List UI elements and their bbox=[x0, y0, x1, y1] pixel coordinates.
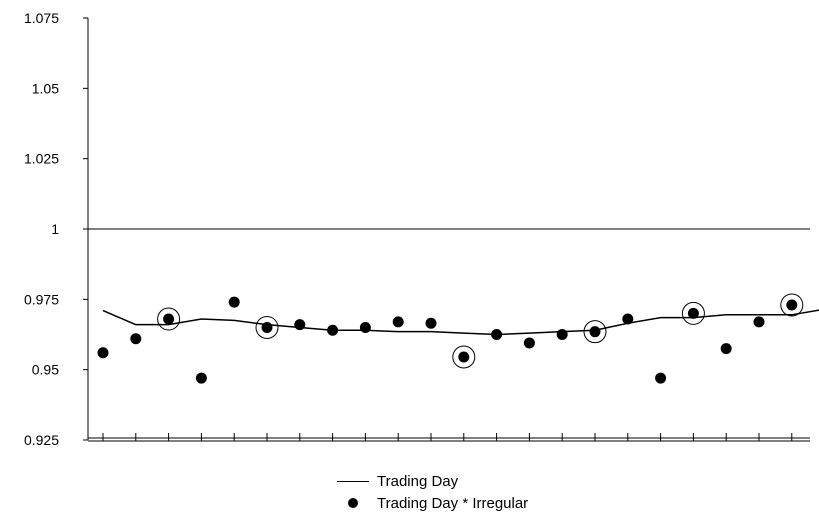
y-tick-label: 1.05 bbox=[32, 80, 59, 96]
trading-day-line bbox=[102, 309, 819, 336]
trading-day-series bbox=[102, 309, 819, 336]
data-point bbox=[622, 313, 634, 325]
data-point bbox=[294, 319, 306, 331]
data-point bbox=[556, 329, 568, 340]
data-point bbox=[392, 316, 404, 328]
data-point bbox=[261, 321, 273, 333]
data-point bbox=[425, 317, 437, 329]
y-tick-label: 0.975 bbox=[24, 291, 59, 307]
outlier-circle bbox=[452, 345, 476, 369]
outlier-circle bbox=[255, 315, 279, 339]
y-tick-label: 0.925 bbox=[24, 432, 59, 448]
y-tick-label: 1.075 bbox=[24, 10, 59, 26]
data-point bbox=[359, 321, 371, 333]
data-point bbox=[491, 329, 503, 340]
data-point bbox=[589, 326, 601, 338]
data-point bbox=[786, 299, 798, 311]
data-point bbox=[130, 333, 142, 345]
legend: Trading Day Trading Day * Irregular bbox=[335, 470, 635, 514]
data-point bbox=[655, 372, 667, 384]
data-point bbox=[228, 296, 240, 308]
y-axis: 0.925 0.95 0.975 1 1.025 1.05 1.075 bbox=[24, 10, 89, 448]
legend-label-trading-day-irregular: Trading Day * Irregular bbox=[377, 494, 529, 512]
chart-area: 0.925 0.95 0.975 1 1.025 1.05 1.075 bbox=[24, 10, 819, 448]
y-tick-label: 0.95 bbox=[32, 362, 59, 378]
data-point bbox=[458, 351, 470, 363]
data-point bbox=[97, 347, 109, 359]
y-tick-label: 1 bbox=[51, 221, 59, 237]
data-point bbox=[327, 324, 339, 336]
legend-label-trading-day: Trading Day bbox=[377, 472, 459, 490]
y-tick-label: 1.025 bbox=[24, 151, 59, 167]
data-point bbox=[753, 316, 765, 328]
outlier-circle bbox=[780, 293, 804, 317]
x-axis bbox=[88, 433, 810, 442]
data-point bbox=[687, 307, 699, 319]
outlier-circle bbox=[681, 301, 705, 325]
outlier-circle bbox=[583, 320, 607, 344]
legend-item-trading-day: Trading Day bbox=[335, 470, 635, 492]
data-point bbox=[195, 372, 207, 384]
legend-item-trading-day-irregular: Trading Day * Irregular bbox=[335, 492, 635, 514]
trading-day-irregular-series bbox=[97, 293, 804, 384]
legend-dot-icon bbox=[335, 495, 371, 511]
legend-line-icon bbox=[335, 473, 371, 489]
data-point bbox=[523, 337, 535, 349]
outlier-circle bbox=[157, 307, 181, 331]
data-point bbox=[720, 343, 732, 355]
data-point bbox=[163, 313, 175, 325]
